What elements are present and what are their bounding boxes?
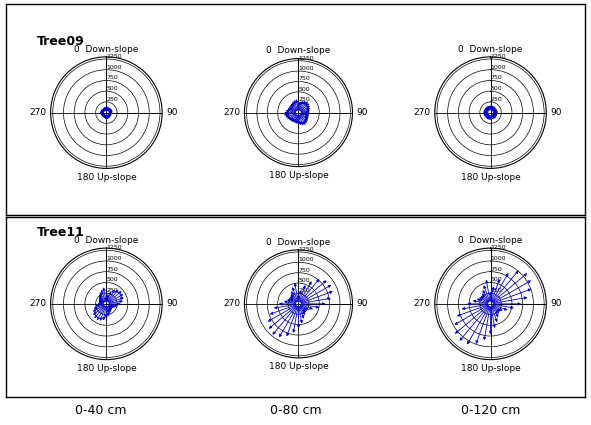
Text: 90: 90: [167, 108, 178, 117]
Text: 90: 90: [551, 108, 562, 117]
Text: 0-80 cm: 0-80 cm: [269, 403, 322, 416]
Text: 0  Down-slope: 0 Down-slope: [459, 236, 522, 245]
Text: 270: 270: [223, 299, 240, 309]
Text: 270: 270: [223, 108, 240, 117]
Text: 90: 90: [357, 299, 368, 309]
Text: 270: 270: [29, 299, 46, 309]
Text: 180 Up-slope: 180 Up-slope: [76, 364, 137, 373]
Text: 0  Down-slope: 0 Down-slope: [74, 45, 138, 54]
Text: 0-40 cm: 0-40 cm: [74, 403, 126, 416]
Text: 0-120 cm: 0-120 cm: [461, 403, 520, 416]
Text: Tree09: Tree09: [37, 35, 85, 48]
Text: 180 Up-slope: 180 Up-slope: [76, 173, 137, 182]
Text: Tree11: Tree11: [37, 226, 85, 239]
Text: 0  Down-slope: 0 Down-slope: [74, 236, 138, 245]
Text: 90: 90: [551, 299, 562, 309]
Text: 180 Up-slope: 180 Up-slope: [460, 364, 521, 373]
Text: 90: 90: [357, 108, 368, 117]
Text: 0  Down-slope: 0 Down-slope: [459, 45, 522, 54]
Text: 180 Up-slope: 180 Up-slope: [460, 173, 521, 182]
Text: 180 Up-slope: 180 Up-slope: [268, 362, 329, 371]
Text: 180 Up-slope: 180 Up-slope: [268, 171, 329, 180]
Text: 270: 270: [29, 108, 46, 117]
Text: 270: 270: [413, 108, 430, 117]
Text: 270: 270: [413, 299, 430, 309]
Text: 0  Down-slope: 0 Down-slope: [267, 46, 330, 55]
Text: 90: 90: [167, 299, 178, 309]
Text: 0  Down-slope: 0 Down-slope: [267, 238, 330, 246]
